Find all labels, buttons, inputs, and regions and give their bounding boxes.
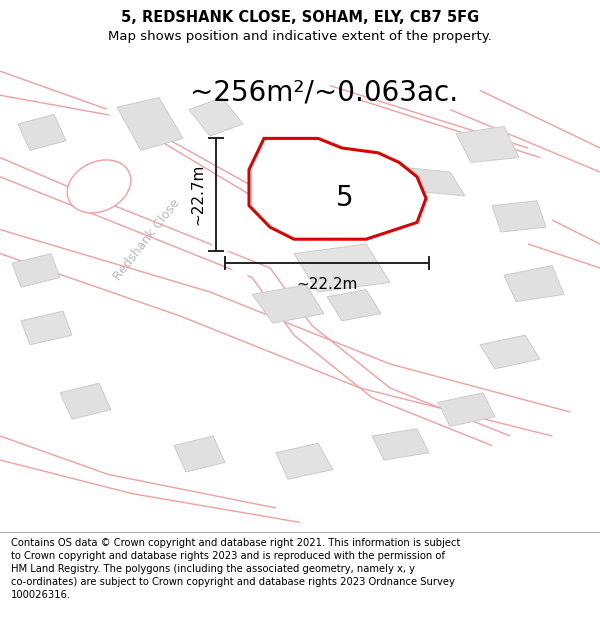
Text: ~22.7m: ~22.7m	[190, 164, 205, 226]
Text: Map shows position and indicative extent of the property.: Map shows position and indicative extent…	[108, 29, 492, 42]
Polygon shape	[456, 126, 519, 162]
Text: 5: 5	[336, 184, 354, 213]
Polygon shape	[276, 443, 333, 479]
Polygon shape	[60, 383, 111, 419]
Polygon shape	[174, 436, 225, 472]
Text: 5, REDSHANK CLOSE, SOHAM, ELY, CB7 5FG: 5, REDSHANK CLOSE, SOHAM, ELY, CB7 5FG	[121, 11, 479, 26]
Polygon shape	[402, 168, 465, 196]
Polygon shape	[480, 335, 540, 369]
Polygon shape	[294, 244, 390, 292]
Polygon shape	[504, 266, 564, 302]
Polygon shape	[189, 98, 243, 136]
Text: ~22.2m: ~22.2m	[296, 277, 358, 292]
Polygon shape	[327, 289, 381, 321]
Polygon shape	[12, 254, 60, 288]
Polygon shape	[249, 138, 426, 239]
Text: ~256m²/~0.063ac.: ~256m²/~0.063ac.	[190, 79, 458, 107]
Ellipse shape	[67, 160, 131, 213]
Polygon shape	[105, 107, 249, 280]
Polygon shape	[438, 392, 495, 426]
Polygon shape	[492, 201, 546, 232]
Polygon shape	[18, 114, 66, 151]
Polygon shape	[252, 285, 324, 323]
Polygon shape	[21, 311, 72, 345]
Text: Redshank Close: Redshank Close	[111, 196, 183, 282]
Polygon shape	[117, 98, 183, 151]
Text: Contains OS data © Crown copyright and database right 2021. This information is : Contains OS data © Crown copyright and d…	[11, 538, 460, 601]
Polygon shape	[372, 429, 429, 460]
